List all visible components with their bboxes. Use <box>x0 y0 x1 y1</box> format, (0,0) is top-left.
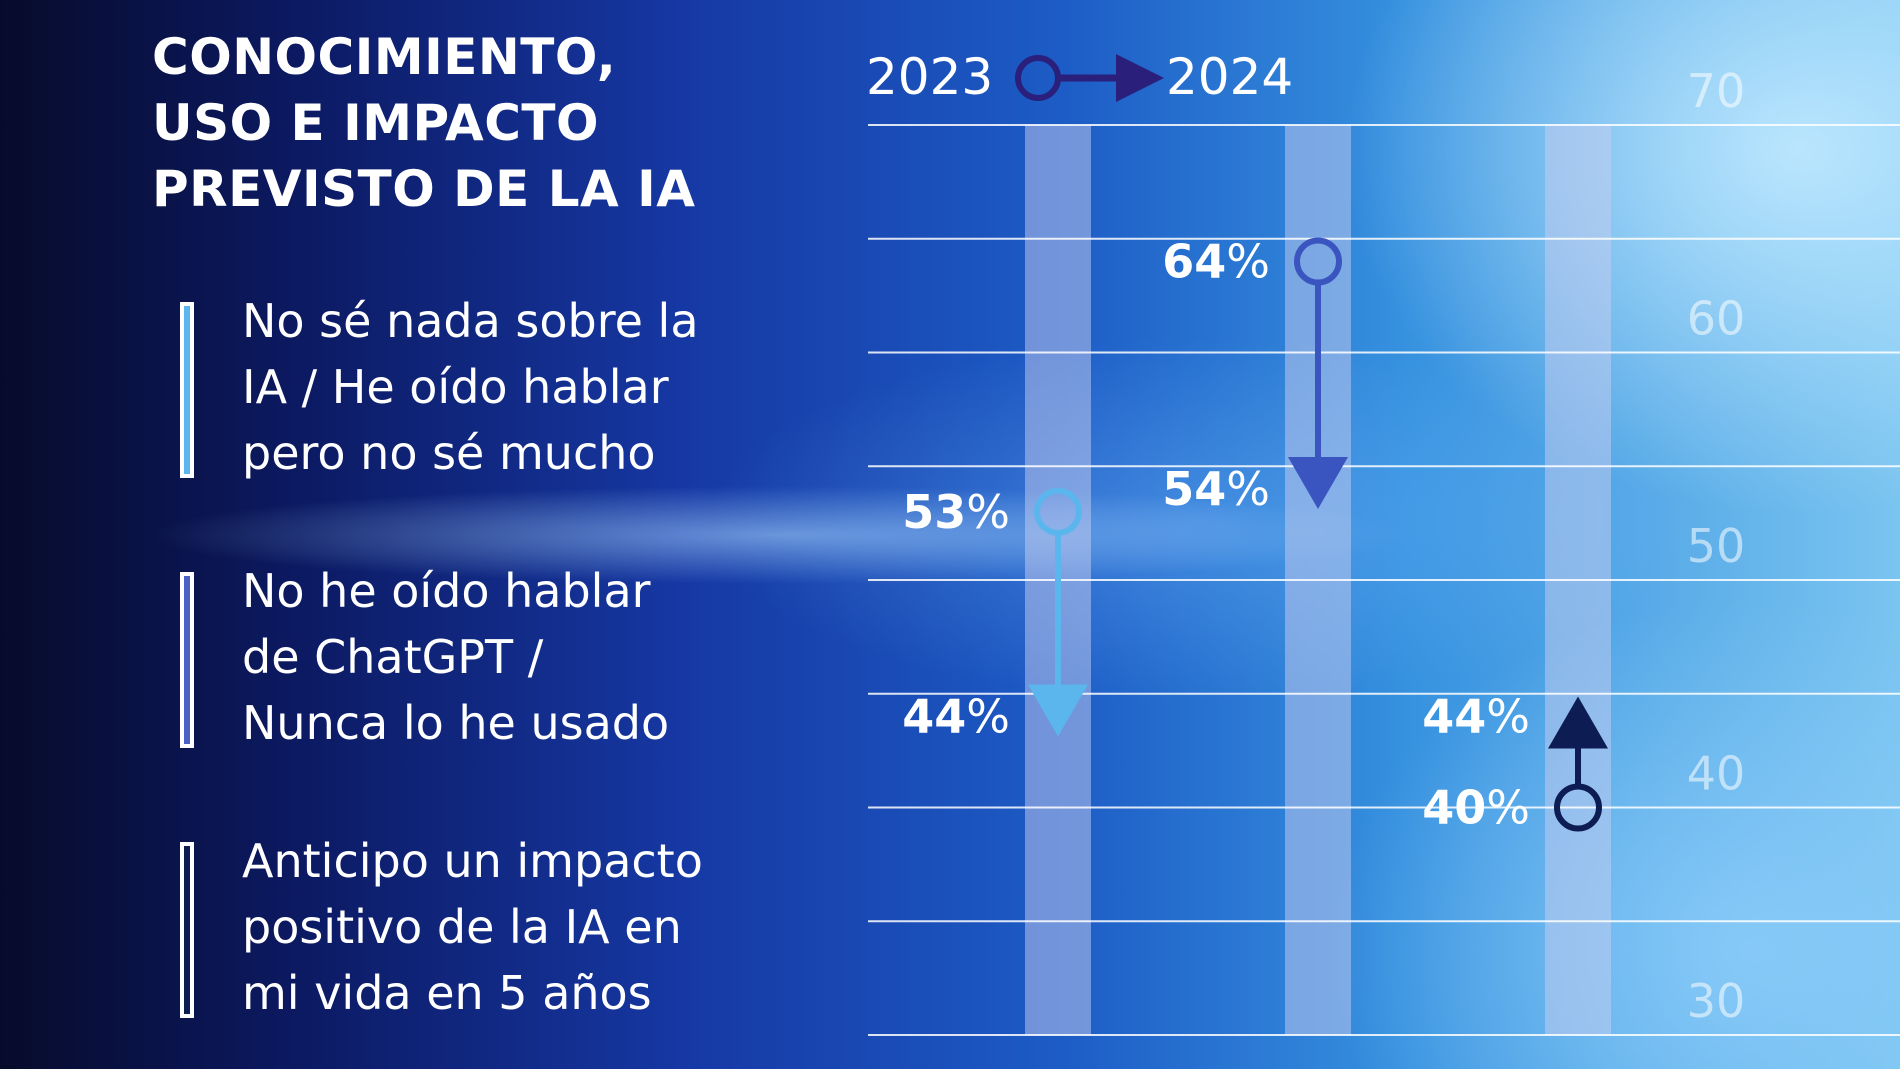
year-arrow-icon <box>1015 54 1164 102</box>
legend-swatch <box>180 842 194 1018</box>
legend-line: de ChatGPT / <box>242 630 544 684</box>
legend-label: No he oído hablar de ChatGPT / Nunca lo … <box>242 558 842 756</box>
legend-label: No sé nada sobre la IA / He oído hablar … <box>242 288 842 486</box>
data-label: 64% <box>1162 235 1270 289</box>
data-label: 54% <box>1162 462 1270 516</box>
data-label: 44% <box>902 690 1010 744</box>
y-tick-label: 60 <box>1687 292 1746 346</box>
legend-line: positivo de la IA en <box>242 900 682 954</box>
data-label: 40% <box>1422 781 1530 835</box>
series-arrowhead <box>1548 696 1608 749</box>
y-tick-label: 50 <box>1687 519 1746 573</box>
y-tick-label: 40 <box>1687 747 1746 801</box>
title-line: USO E IMPACTO <box>152 94 600 152</box>
series-start-point <box>1554 783 1602 832</box>
data-label: 44% <box>1422 690 1530 744</box>
year-end-label: 2024 <box>1166 48 1294 106</box>
legend-line: Anticipo un impacto <box>242 834 703 888</box>
legend-swatch <box>180 302 194 478</box>
legend-line: IA / He oído hablar <box>242 360 669 414</box>
chart-title: CONOCIMIENTO, USO E IMPACTO PREVISTO DE … <box>152 24 772 222</box>
y-tick-label: 30 <box>1687 974 1746 1028</box>
legend-label: Anticipo un impacto positivo de la IA en… <box>242 828 842 1026</box>
legend-line: mi vida en 5 años <box>242 966 652 1020</box>
series-arrowhead <box>1028 684 1088 737</box>
title-line: CONOCIMIENTO, <box>152 28 617 86</box>
data-label: 53% <box>902 485 1010 539</box>
title-line: PREVISTO DE LA IA <box>152 160 696 218</box>
year-start-label: 2023 <box>866 48 994 106</box>
legend-line: pero no sé mucho <box>242 426 656 480</box>
legend-line: Nunca lo he usado <box>242 696 670 750</box>
legend-line: No sé nada sobre la <box>242 294 699 348</box>
legend-line: No he oído hablar <box>242 564 651 618</box>
legend-swatch <box>180 572 194 748</box>
series-start-point <box>1294 237 1342 286</box>
year-key: 2023 2024 <box>866 40 1346 120</box>
y-tick-label: 70 <box>1687 64 1746 118</box>
series-arrowhead <box>1288 457 1348 509</box>
series-start-point <box>1034 487 1082 536</box>
